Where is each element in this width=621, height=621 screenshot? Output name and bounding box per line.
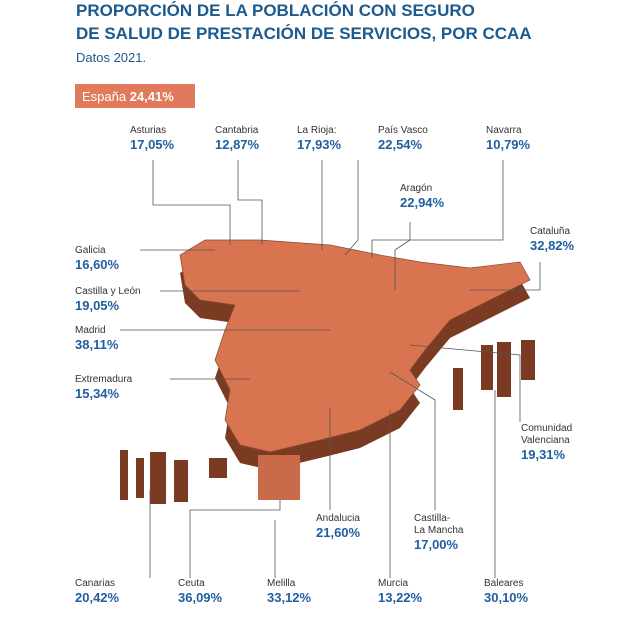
region-name: Comunidad [521,423,572,434]
region-value: 17,00% [414,537,459,552]
region-value: 32,82% [530,238,575,253]
region-value: 13,22% [378,590,423,605]
region-name: Murcia [378,578,408,589]
region-value: 19,05% [75,298,120,313]
region-name: Aragón [400,183,432,194]
badge-text: España 24,41% [82,89,174,104]
region-name: Castilla- [414,513,450,524]
leader-line [344,160,359,256]
leader-line [152,160,231,245]
title-line: DE SALUD DE PRESTACIÓN DE SERVICIOS, POR… [76,24,532,43]
region-value: 17,93% [297,137,342,152]
region-value: 15,34% [75,386,120,401]
region-name: Asturias [130,125,166,136]
leader-line [189,500,281,578]
region-value: 33,12% [267,590,312,605]
region-value: 12,87% [215,137,260,152]
region-name: Madrid [75,325,106,336]
leader-line [237,160,263,245]
region-value: 22,94% [400,195,445,210]
region-name: Andalucia [316,513,360,524]
region-name: Baleares [484,578,523,589]
leader-line [389,371,436,510]
region-name: País Vasco [378,125,428,136]
region-value: 10,79% [486,137,531,152]
region-name: Melilla [267,578,296,589]
region-value: 20,42% [75,590,120,605]
region-name: Valenciana [521,435,570,446]
title-line: PROPORCIÓN DE LA POBLACIÓN CON SEGURO [76,1,475,20]
region-name: La Rioja: [297,125,336,136]
region-name: Cataluña [530,226,570,237]
region-value: 22,54% [378,137,423,152]
leader-line [371,160,504,258]
region-name: Galicia [75,245,106,256]
region-value: 21,60% [316,525,361,540]
region-name: Cantabria [215,125,259,136]
region-name: Ceuta [178,578,205,589]
region-value: 36,09% [178,590,223,605]
region-name: Extremadura [75,374,133,385]
region-value: 30,10% [484,590,529,605]
badge [75,84,195,108]
region-name: Canarias [75,578,115,589]
region-value: 19,31% [521,447,566,462]
leader-line [409,344,521,422]
region-value: 17,05% [130,137,175,152]
region-name: Navarra [486,125,522,136]
region-value: 38,11% [75,337,119,352]
leader-line [394,222,411,290]
leader-line [470,262,541,291]
badge-name: España [82,89,127,104]
region-name: Castilla y León [75,286,141,297]
region-name: La Mancha [414,525,464,536]
region-value: 16,60% [75,257,120,272]
badge-value: 24,41% [130,89,175,104]
subtitle: Datos 2021. [76,50,146,65]
map [120,239,535,504]
ceuta-shape [258,455,300,500]
